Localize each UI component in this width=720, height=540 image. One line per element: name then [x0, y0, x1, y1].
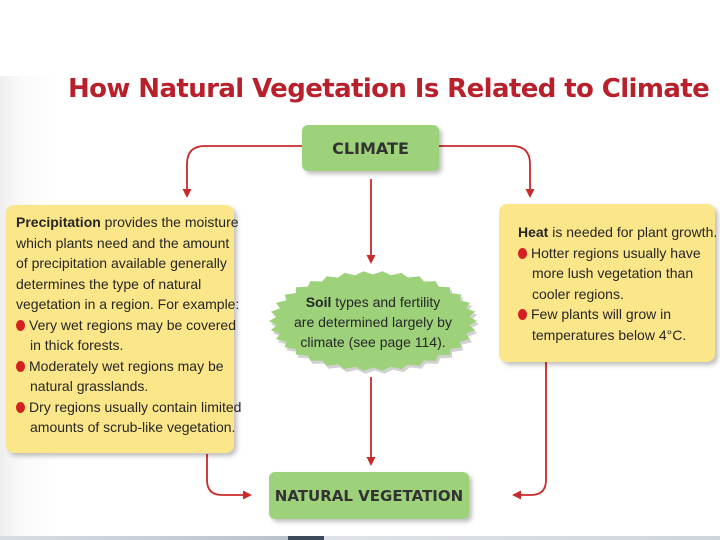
- precipitation-text: provides the moisture: [100, 214, 239, 230]
- soil-line-1: Soil types and fertility: [272, 292, 474, 312]
- precipitation-text: of precipitation available generally: [16, 255, 227, 271]
- red-bullet-icon: [16, 360, 25, 372]
- soil-burst-fill: [269, 271, 477, 371]
- bullet-item: Very wet regions may be covered: [16, 315, 236, 336]
- bullet-item: Moderately wet regions may be: [16, 356, 234, 377]
- bullet-text: temperatures below 4°C.: [532, 326, 687, 343]
- precipitation-text: determines the type of natural: [16, 275, 202, 292]
- bullet-text: Very wet regions may be covered: [29, 316, 236, 333]
- bullet-item: Hotter regions usually have: [518, 243, 715, 264]
- vegetation-label: NATURAL VEGETATION: [274, 486, 464, 505]
- bullet-text: Few plants will grow in: [531, 306, 672, 322]
- bullet-text: Hotter regions usually have: [531, 244, 701, 261]
- bullet-item: Few plants will grow in: [518, 304, 715, 325]
- heat-line-1: Heat is needed for plant growth.: [518, 222, 718, 243]
- arrow-heat-to-vegetation: [512, 362, 547, 500]
- soil-text: types and fertility: [331, 294, 441, 310]
- soil-text: are determined largely by: [294, 314, 452, 330]
- arrow-precipitation-to-vegetation: [206, 454, 252, 500]
- bullet-text: natural grasslands.: [30, 378, 149, 394]
- precipitation-text: vegetation in a region. For example:: [16, 296, 240, 312]
- precipitation-text: which plants need and the amount: [16, 234, 230, 251]
- bottom-decorative-strip: [0, 536, 720, 540]
- bullet-item: Dry regions usually contain limited: [16, 397, 241, 418]
- climate-label: CLIMATE: [332, 138, 409, 158]
- precipitation-box: Precipitation provides the moisture whic…: [6, 205, 241, 453]
- bullet-text: Dry regions usually contain limited: [29, 398, 242, 415]
- page-title: How Natural Vegetation Is Related to Cli…: [68, 74, 710, 104]
- red-bullet-icon: [518, 309, 527, 320]
- red-bullet-icon: [16, 319, 25, 331]
- bullet-text: in thick forests.: [30, 337, 124, 353]
- bullet-text: more lush vegetation than: [532, 265, 694, 281]
- heat-box: Heat is needed for plant growth. Hotter …: [499, 204, 718, 362]
- soil-box: Soil types and fertility are determined …: [272, 292, 474, 352]
- soil-heading: Soil: [305, 294, 332, 310]
- arrow-climate-to-precipitation: [182, 145, 302, 198]
- soil-burst-shape: [269, 271, 479, 374]
- precipitation-heading: Precipitation: [16, 214, 101, 230]
- climate-box: CLIMATE: [302, 125, 439, 171]
- arrow-climate-to-heat: [439, 145, 535, 198]
- red-bullet-icon: [16, 401, 25, 413]
- bullet-text: amounts of scrub-like vegetation.: [30, 419, 236, 435]
- bullet-text: cooler regions.: [532, 285, 624, 302]
- bullet-text: Moderately wet regions may be: [29, 357, 224, 374]
- precipitation-line-1: Precipitation provides the moisture: [16, 212, 239, 233]
- soil-text: climate (see page 114).: [300, 334, 446, 350]
- heat-heading: Heat: [518, 224, 549, 240]
- natural-vegetation-box: NATURAL VEGETATION: [269, 472, 469, 519]
- red-bullet-icon: [518, 247, 527, 259]
- heat-text: is needed for plant growth.: [548, 224, 718, 240]
